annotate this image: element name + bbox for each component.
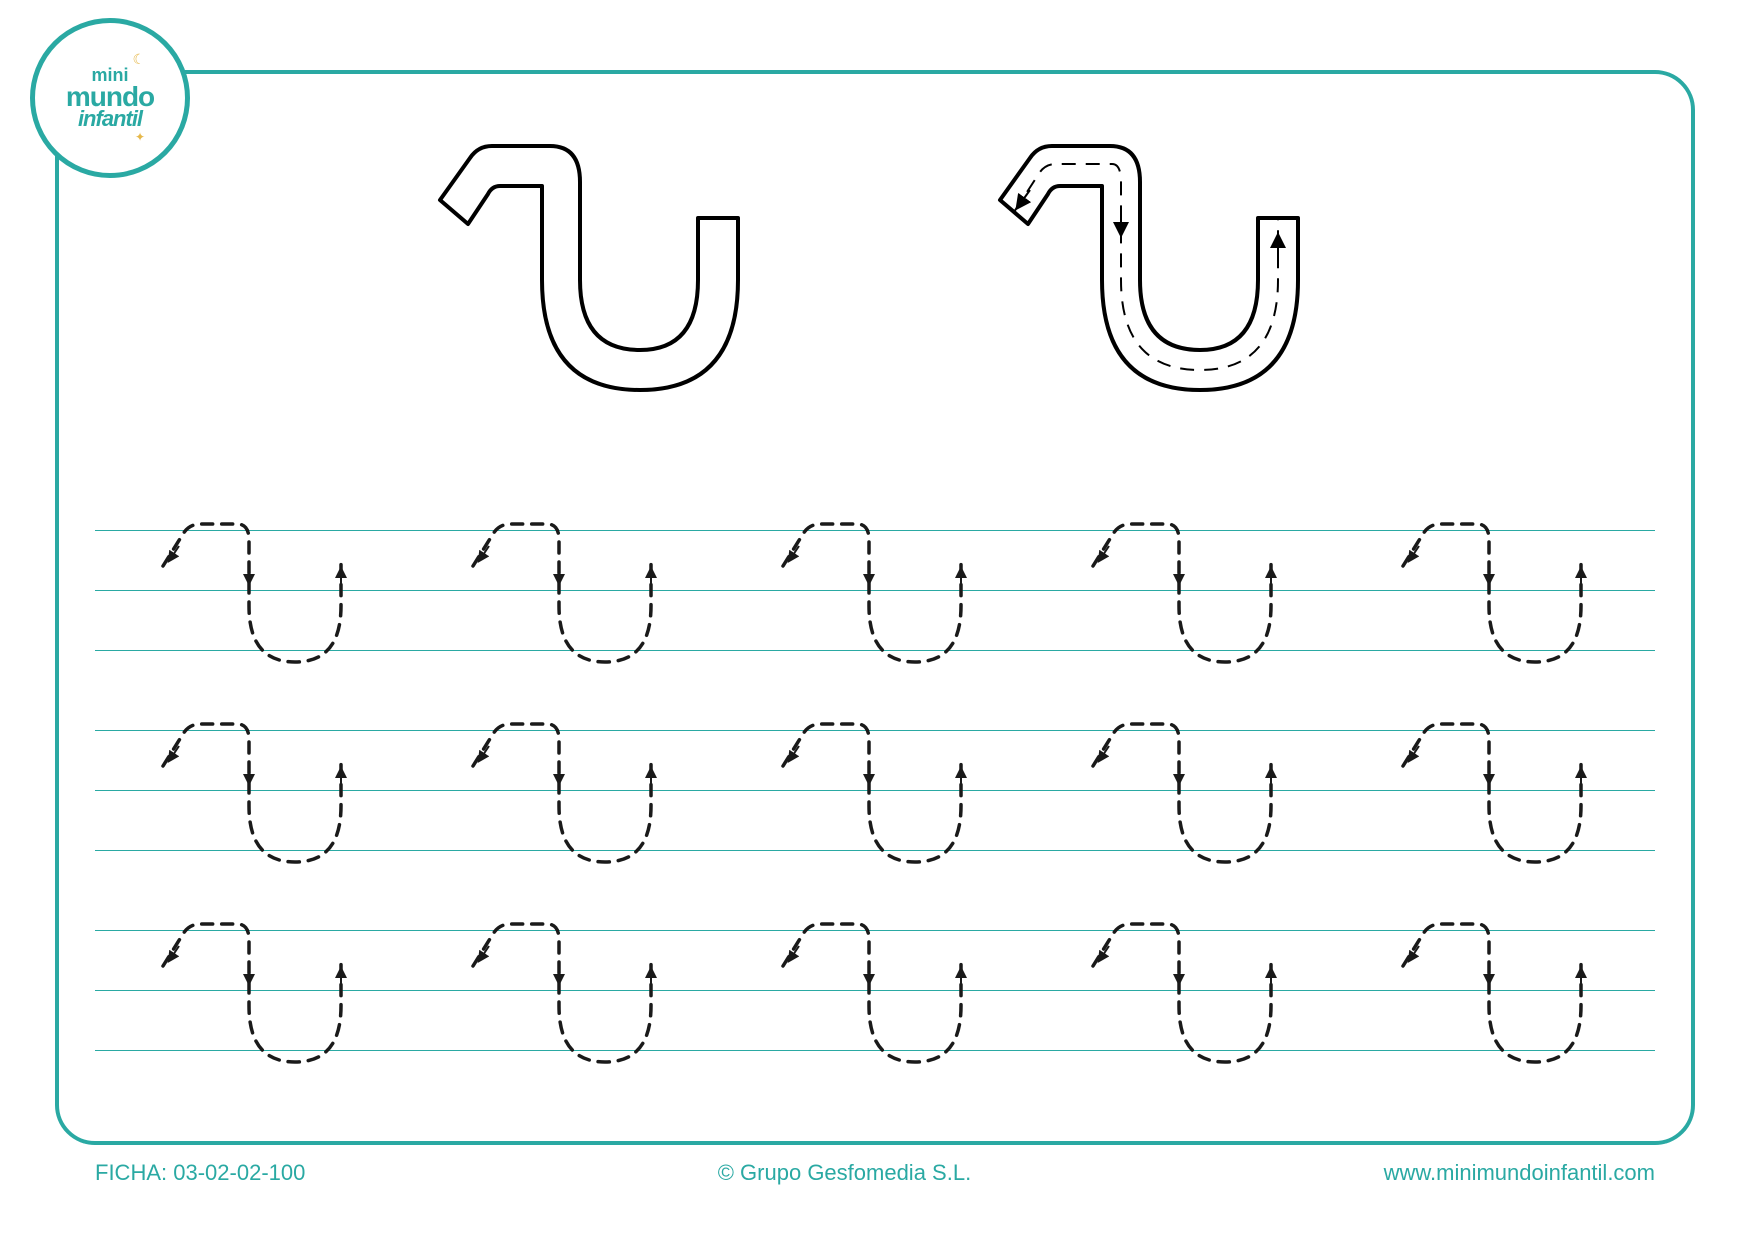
writing-area: [95, 530, 1655, 1130]
model-letter-plain: [430, 140, 750, 400]
ficha-code: FICHA: 03-02-02-100: [95, 1160, 305, 1186]
trace-path: [163, 524, 341, 662]
trace-letter: [465, 922, 665, 1082]
star-icon: ✦: [135, 132, 145, 143]
trace-row: [95, 722, 1655, 882]
writing-row: [95, 730, 1655, 930]
trace-letter: [1085, 922, 1285, 1082]
writing-row: [95, 530, 1655, 730]
logo-line2: mundo: [66, 84, 154, 109]
footer-url: www.minimundoinfantil.com: [1384, 1160, 1655, 1186]
trace-letter: [465, 522, 665, 682]
logo-text: mini mundo infantil: [66, 67, 154, 128]
trace-letter: [1085, 522, 1285, 682]
moon-icon: ☾: [132, 53, 145, 66]
trace-letter: [775, 522, 975, 682]
copyright-text: © Grupo Gesfomedia S.L.: [718, 1160, 971, 1186]
trace-row: [95, 922, 1655, 1082]
letter-outline: [440, 146, 738, 390]
trace-path: [1403, 724, 1581, 862]
trace-path: [473, 724, 651, 862]
trace-letter: [1395, 522, 1595, 682]
trace-letter: [155, 922, 355, 1082]
trace-path: [783, 924, 961, 1062]
trace-path: [783, 724, 961, 862]
trace-path: [1403, 524, 1581, 662]
trace-path: [1093, 524, 1271, 662]
trace-letter: [465, 722, 665, 882]
trace-letter: [155, 522, 355, 682]
trace-letter: [155, 722, 355, 882]
trace-letter: [1085, 722, 1285, 882]
writing-row: [95, 930, 1655, 1130]
trace-path: [163, 924, 341, 1062]
trace-path: [473, 924, 651, 1062]
model-letters: [300, 140, 1440, 400]
trace-row: [95, 522, 1655, 682]
trace-path: [163, 724, 341, 862]
trace-path: [783, 524, 961, 662]
logo-line3: infantil: [66, 109, 154, 129]
model-letter-guided: [990, 140, 1310, 400]
trace-path: [1403, 924, 1581, 1062]
trace-path: [1093, 724, 1271, 862]
trace-letter: [775, 722, 975, 882]
worksheet-footer: FICHA: 03-02-02-100 © Grupo Gesfomedia S…: [95, 1160, 1655, 1186]
trace-letter: [1395, 922, 1595, 1082]
trace-path: [1093, 924, 1271, 1062]
trace-letter: [775, 922, 975, 1082]
trace-letter: [1395, 722, 1595, 882]
arrow-1: [1020, 190, 1030, 204]
trace-path: [473, 524, 651, 662]
brand-logo: ☾ mini mundo infantil ✦: [30, 18, 190, 178]
